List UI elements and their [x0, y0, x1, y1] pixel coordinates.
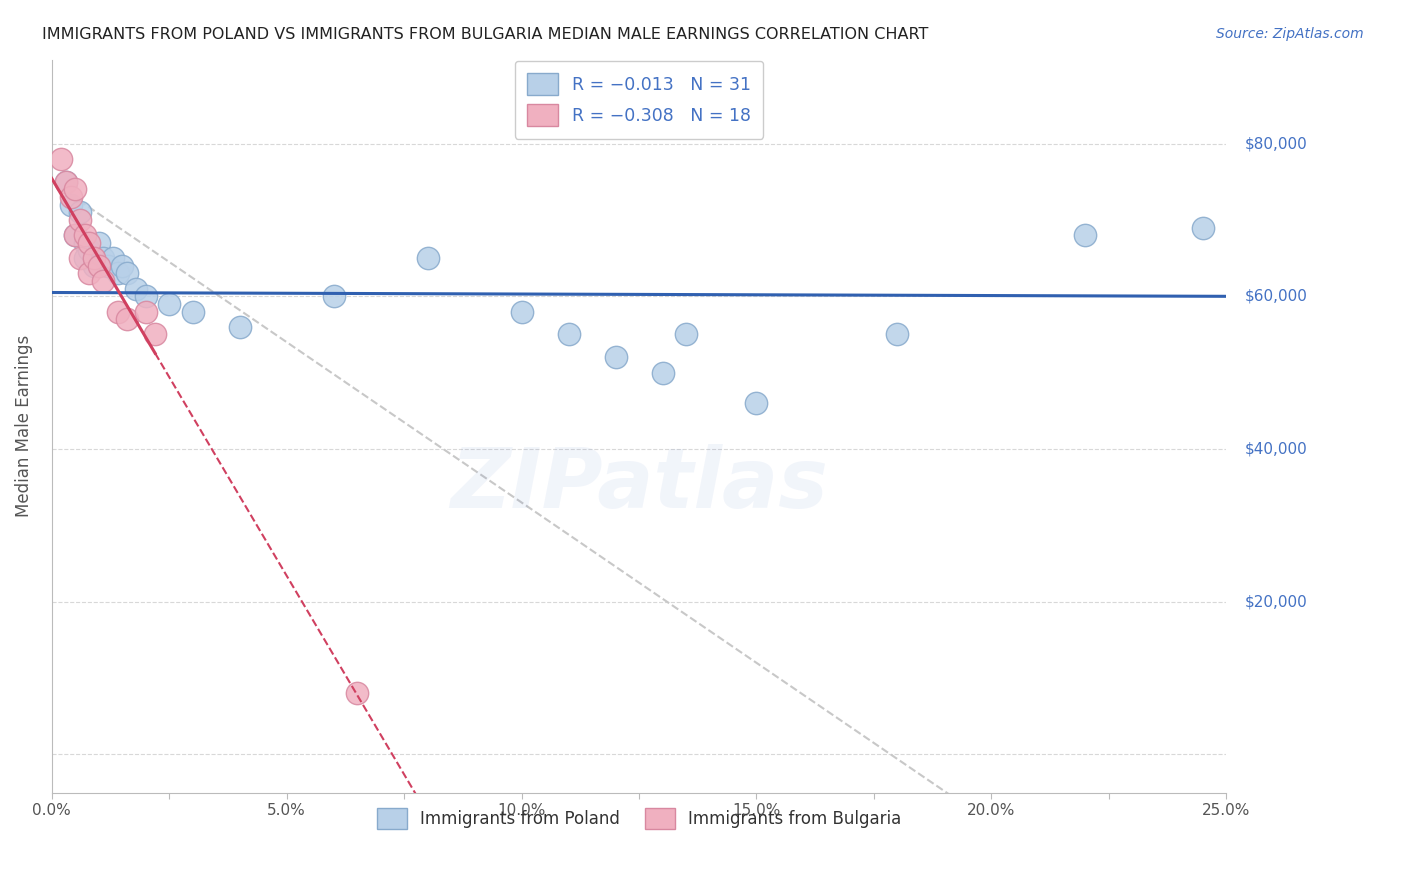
Point	[73, 251, 96, 265]
Point	[675, 327, 697, 342]
Point	[1074, 228, 1097, 243]
Point	[93, 274, 115, 288]
Point	[143, 327, 166, 342]
Text: Source: ZipAtlas.com: Source: ZipAtlas.com	[1216, 27, 1364, 41]
Point	[55, 175, 77, 189]
Text: ZIPatlas: ZIPatlas	[450, 444, 828, 525]
Point	[228, 319, 250, 334]
Point	[69, 213, 91, 227]
Point	[651, 366, 673, 380]
Y-axis label: Median Male Earnings: Median Male Earnings	[15, 335, 32, 517]
Point	[346, 686, 368, 700]
Point	[65, 228, 87, 243]
Point	[135, 289, 157, 303]
Text: IMMIGRANTS FROM POLAND VS IMMIGRANTS FROM BULGARIA MEDIAN MALE EARNINGS CORRELAT: IMMIGRANTS FROM POLAND VS IMMIGRANTS FRO…	[42, 27, 928, 42]
Point	[157, 297, 180, 311]
Point	[59, 190, 82, 204]
Point	[93, 251, 115, 265]
Point	[73, 235, 96, 250]
Point	[59, 197, 82, 211]
Point	[1192, 220, 1215, 235]
Point	[79, 235, 101, 250]
Point	[65, 228, 87, 243]
Text: $80,000: $80,000	[1246, 136, 1308, 151]
Point	[49, 152, 72, 166]
Point	[322, 289, 344, 303]
Legend: Immigrants from Poland, Immigrants from Bulgaria: Immigrants from Poland, Immigrants from …	[370, 801, 908, 836]
Point	[73, 228, 96, 243]
Point	[79, 244, 101, 258]
Point	[111, 259, 134, 273]
Point	[87, 235, 110, 250]
Point	[115, 267, 138, 281]
Point	[115, 312, 138, 326]
Point	[181, 304, 204, 318]
Point	[69, 205, 91, 219]
Point	[557, 327, 579, 342]
Point	[886, 327, 908, 342]
Point	[107, 267, 129, 281]
Point	[69, 251, 91, 265]
Point	[65, 182, 87, 196]
Point	[87, 259, 110, 273]
Point	[79, 267, 101, 281]
Point	[416, 251, 439, 265]
Text: $60,000: $60,000	[1246, 289, 1308, 304]
Text: $40,000: $40,000	[1246, 442, 1308, 457]
Point	[55, 175, 77, 189]
Point	[745, 396, 768, 410]
Point	[107, 304, 129, 318]
Point	[605, 351, 627, 365]
Point	[135, 304, 157, 318]
Point	[125, 282, 148, 296]
Point	[83, 251, 105, 265]
Text: $20,000: $20,000	[1246, 594, 1308, 609]
Point	[101, 251, 124, 265]
Point	[510, 304, 533, 318]
Point	[97, 259, 120, 273]
Point	[83, 259, 105, 273]
